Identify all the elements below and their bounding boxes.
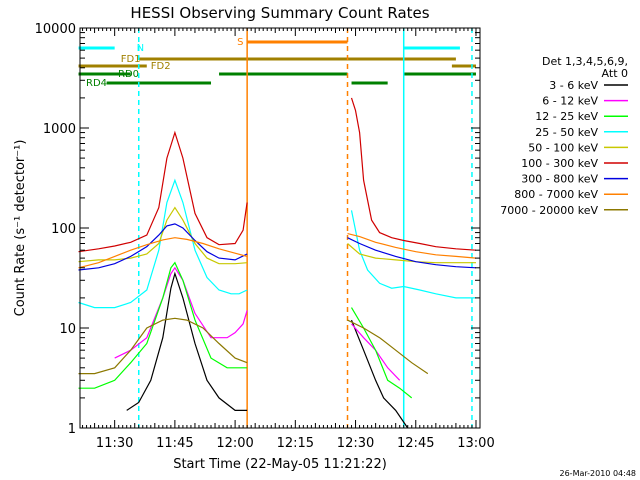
legend-header: Att 0: [602, 67, 628, 80]
legend-label: 3 - 6 keV: [549, 79, 598, 92]
flag-label-n: N: [137, 43, 144, 54]
series-line-12-25-kev: [78, 261, 248, 389]
x-axis-label: Start Time (22-May-05 11:21:22): [173, 457, 387, 472]
legend-label: 50 - 100 keV: [528, 141, 598, 154]
series-line-50-100-kev: [78, 206, 248, 265]
series-line-25-50-kev: [78, 178, 248, 309]
legend-label: 100 - 300 keV: [521, 157, 598, 170]
y-tick-label: 10000: [35, 22, 76, 37]
legend-label: 800 - 7000 keV: [514, 188, 598, 201]
series-line-800-7000-kev: [347, 233, 477, 259]
series-line-300-800-kev: [347, 237, 477, 269]
series-line-7000-20000-kev: [78, 317, 248, 375]
legend-label: 12 - 25 keV: [535, 110, 598, 123]
x-tick-label: 12:15: [277, 436, 314, 451]
series-line-25-50-kev: [350, 210, 476, 299]
x-tick-label: 11:30: [96, 436, 133, 451]
flag-label-rd0: RD0: [118, 69, 139, 80]
x-axis: 11:30 11:45 12:00 12:15 12:30 12:45 13:00: [82, 28, 495, 451]
flag-bars: N S FD1 FD2 RD0 RD4: [78, 37, 476, 89]
series-line-3-6-kev: [126, 271, 248, 411]
legend-label: 6 - 12 keV: [542, 95, 598, 108]
legend-label: 300 - 800 keV: [521, 173, 598, 186]
x-tick-label: 12:30: [337, 436, 374, 451]
series-line-300-800-kev: [78, 223, 248, 271]
x-tick-label: 12:00: [216, 436, 253, 451]
y-tick-label: 1: [68, 422, 76, 437]
flag-label-fd1: FD1: [121, 54, 141, 65]
y-axis-label: Count Rate (s⁻¹ detector⁻¹): [13, 140, 28, 317]
x-tick-label: 12:45: [397, 436, 434, 451]
x-tick-label: 13:00: [457, 436, 494, 451]
series-line-50-100-kev: [347, 243, 476, 264]
footer-timestamp: 26-Mar-2010 04:48: [560, 469, 637, 478]
flag-label-rd4: RD4: [86, 78, 107, 89]
legend-label: 25 - 50 keV: [535, 126, 598, 139]
legend-header: Det 1,3,4,5,6,9,: [542, 55, 628, 68]
series-group: [78, 97, 477, 429]
legend-label: 7000 - 20000 keV: [500, 204, 598, 217]
series-line-7000-20000-kev: [347, 319, 429, 375]
chart-title: HESSI Observing Summary Count Rates: [130, 4, 429, 22]
y-tick-label: 1000: [43, 122, 76, 137]
series-line-12-25-kev: [350, 307, 413, 399]
y-axis: 1 10 100 1000 10000: [35, 22, 480, 437]
x-tick-label: 11:45: [156, 436, 193, 451]
mode-change-lines: [137, 28, 473, 428]
flag-label-fd2: FD2: [151, 61, 171, 72]
series-line-100-300-kev: [350, 97, 477, 251]
series-line-800-7000-kev: [78, 237, 248, 269]
y-tick-label: 10: [59, 322, 76, 337]
series-line-3-6-kev: [350, 319, 409, 429]
flag-label-s: S: [237, 37, 243, 48]
y-tick-label: 100: [51, 222, 76, 237]
series-line-100-300-kev: [78, 130, 248, 253]
legend: Det 1,3,4,5,6,9,Att 0 3 - 6 keV 6 - 12 keV…: [500, 55, 628, 217]
series-line-6-12-kev: [351, 323, 401, 381]
